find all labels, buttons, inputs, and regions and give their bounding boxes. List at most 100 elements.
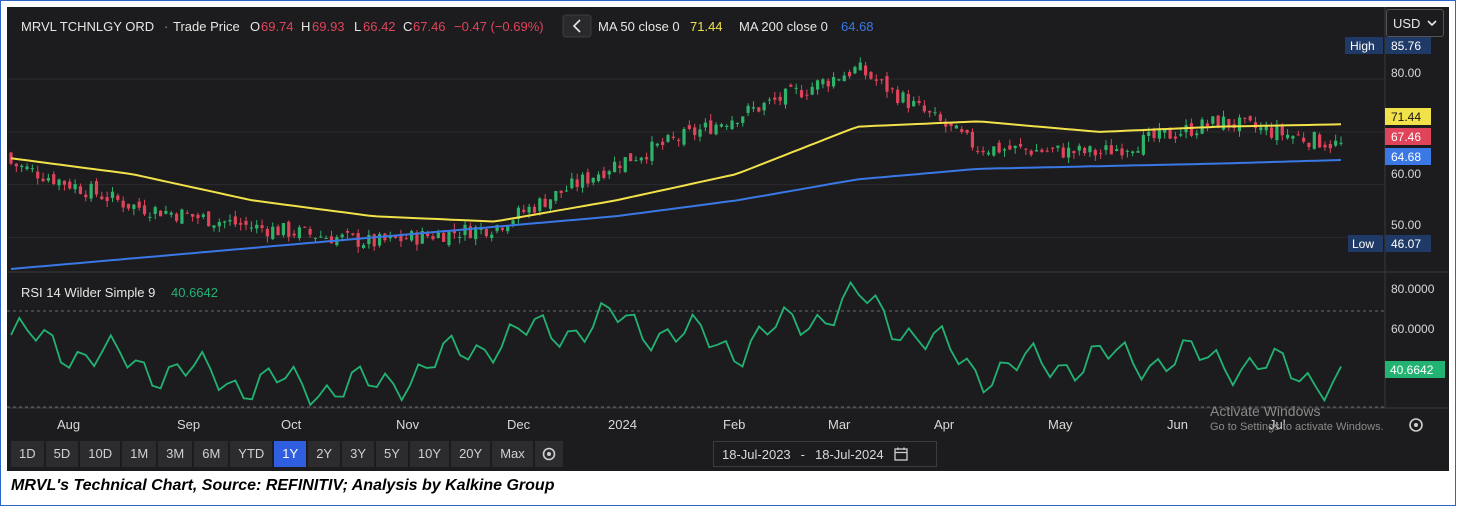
candle-down [68, 178, 72, 190]
rsi-line [10, 280, 1342, 407]
candle-up [858, 57, 862, 71]
candle-up [992, 146, 996, 157]
candle-up [933, 107, 937, 116]
candle-up [1264, 121, 1268, 136]
low-label: L [354, 19, 361, 34]
candle-up [281, 222, 286, 238]
candle-down [174, 212, 179, 223]
candle-up [751, 101, 756, 112]
candle-down [1083, 146, 1087, 156]
range-1d-button[interactable]: 1D [11, 441, 44, 467]
candle-up [420, 227, 424, 244]
candle-up [1334, 134, 1338, 148]
candle-up [506, 225, 510, 234]
candle-up [1131, 150, 1135, 157]
range-3y-button[interactable]: 3Y [342, 441, 375, 467]
axis-settings-button[interactable] [1409, 418, 1423, 432]
currency-select[interactable]: USD [1386, 9, 1444, 37]
range-1y-button[interactable]: 1Y [274, 441, 307, 467]
range-settings-button[interactable] [534, 441, 563, 467]
ma200-tag: 64.68 [1385, 148, 1431, 165]
candle-down [41, 172, 45, 183]
candle-up [986, 150, 991, 156]
candle-up [1125, 149, 1129, 158]
ma50-tag-value: 71.44 [1391, 110, 1421, 124]
range-10y-button[interactable]: 10Y [409, 441, 450, 467]
candle-up [954, 124, 959, 129]
candle-up [554, 190, 558, 204]
candle-up [612, 156, 617, 173]
collapse-legend-button[interactable] [562, 14, 592, 38]
candle-up [666, 133, 670, 143]
candle-down [351, 232, 355, 237]
candle-down [805, 89, 809, 100]
candle-up [20, 163, 24, 173]
candle-down [976, 146, 980, 155]
candle-down [265, 226, 269, 243]
range-10d-button[interactable]: 10D [80, 441, 121, 467]
price-axis: 80.00 60.00 50.00 [1391, 66, 1421, 232]
candle-down [1302, 132, 1306, 144]
range-ytd-button[interactable]: YTD [230, 441, 273, 467]
candle-down [628, 153, 633, 162]
candle-down [84, 190, 88, 202]
chevron-down-icon [1427, 20, 1437, 27]
ma50-line [10, 120, 1342, 223]
candle-down [1248, 115, 1252, 122]
candle-up [714, 122, 718, 136]
candle-down [1072, 150, 1076, 159]
candle-down [484, 228, 488, 239]
candle-down [1040, 148, 1044, 153]
ma50-tag: 71.44 [1385, 108, 1431, 125]
range-2y-button[interactable]: 2Y [308, 441, 341, 467]
candle-up [837, 78, 841, 82]
candle-down [1109, 138, 1113, 155]
candle-down [1018, 138, 1023, 149]
candle-down [799, 85, 804, 99]
range-6m-button[interactable]: 6M [194, 441, 229, 467]
candle-up [746, 103, 750, 117]
candle-up [655, 142, 659, 148]
candle-up [361, 243, 366, 249]
candle-up [212, 225, 216, 232]
range-5d-button[interactable]: 5D [45, 441, 79, 467]
candle-up [447, 230, 451, 248]
candle-up [538, 197, 542, 216]
candle-up [164, 205, 168, 215]
candle-up [1200, 117, 1204, 135]
candle-up [548, 199, 553, 212]
candle-down [121, 196, 125, 213]
candle-down [36, 165, 40, 185]
candle-up [821, 78, 825, 89]
candle-down [303, 226, 307, 228]
figure-caption: MRVL's Technical Chart, Source: REFINITI… [11, 477, 555, 494]
candle-up [297, 225, 302, 241]
date-from[interactable]: 18-Jul-2023 [722, 446, 791, 462]
close-value: 67.46 [413, 19, 446, 34]
candle-down [896, 86, 900, 106]
candle-up [1163, 129, 1167, 139]
chart-panel: MRVL TCHNLGY ORD · Trade Price O 69.74 H… [7, 7, 1449, 471]
candle-down [196, 212, 200, 224]
date-to[interactable]: 18-Jul-2024 [815, 446, 884, 462]
candle-down [1045, 147, 1049, 153]
candle-up [1088, 145, 1092, 157]
price-tick: 60.00 [1391, 167, 1421, 181]
candle-down [1173, 131, 1178, 144]
calendar-icon[interactable] [894, 447, 908, 461]
range-1m-button[interactable]: 1M [122, 441, 157, 467]
range-20y-button[interactable]: 20Y [451, 441, 491, 467]
candle-down [1227, 118, 1231, 131]
candle-up [842, 71, 846, 82]
candle-down [709, 114, 713, 135]
candle-up [735, 122, 740, 127]
date-range-picker[interactable]: 18-Jul-2023 - 18-Jul-2024 [713, 441, 937, 467]
ma50-label: MA 50 close 0 [598, 19, 680, 34]
candle-up [901, 90, 905, 104]
candle-up [516, 205, 521, 224]
range-max-button[interactable]: Max [492, 441, 533, 467]
candle-down [276, 224, 280, 236]
range-5y-button[interactable]: 5Y [376, 441, 408, 467]
candle-down [826, 78, 830, 93]
range-3m-button[interactable]: 3M [158, 441, 193, 467]
